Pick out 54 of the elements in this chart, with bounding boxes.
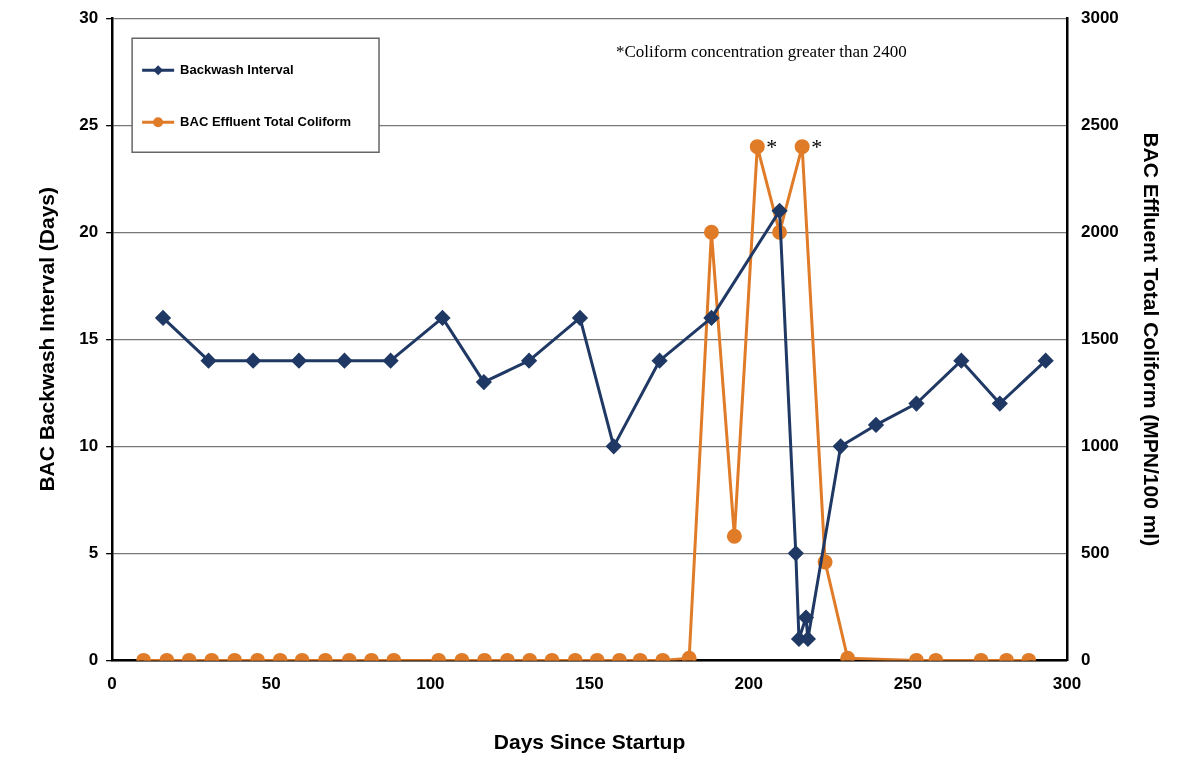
- point: [521, 353, 537, 369]
- x-axis-title: Days Since Startup: [493, 730, 686, 754]
- annotation: *Coliform concentration greater than 2400: [616, 41, 907, 61]
- annotation: *: [766, 134, 778, 160]
- point: [291, 353, 307, 369]
- y2-tick-label: 3000: [1080, 7, 1119, 27]
- point: [908, 396, 924, 412]
- y2-tick-label: 1000: [1080, 436, 1119, 456]
- point: [606, 438, 622, 454]
- y-tick-label: 25: [79, 114, 99, 134]
- y2-tick-label: 1500: [1080, 328, 1119, 348]
- point: [703, 224, 719, 240]
- y2-tick-label: 500: [1080, 543, 1110, 563]
- point: [788, 545, 804, 561]
- legend-label: BAC Effluent Total Coliform: [180, 113, 352, 129]
- point: [992, 396, 1008, 412]
- point: [798, 610, 814, 626]
- y-tick-label: 30: [79, 7, 99, 27]
- x-tick-label: 50: [261, 674, 281, 694]
- annotation: *: [811, 134, 823, 160]
- x-tick-label: 200: [734, 674, 763, 694]
- point: [336, 353, 352, 369]
- y2-tick-label: 2500: [1080, 114, 1119, 134]
- y-tick-label: 10: [79, 436, 99, 456]
- point: [794, 139, 810, 155]
- point: [155, 310, 171, 326]
- point: [476, 374, 492, 390]
- x-tick-label: 0: [107, 674, 117, 694]
- point: [953, 353, 969, 369]
- y-tick-label: 15: [79, 328, 99, 348]
- y-tick-label: 0: [88, 650, 99, 670]
- x-tick-label: 100: [416, 674, 445, 694]
- x-tick-label: 300: [1052, 674, 1082, 694]
- x-tick-label: 250: [893, 674, 923, 694]
- x-tick-label: 150: [575, 674, 604, 694]
- point: [201, 353, 217, 369]
- point: [868, 417, 884, 433]
- legend-label: Backwash Interval: [180, 61, 294, 77]
- point: [572, 310, 588, 326]
- point: [772, 203, 788, 219]
- y2-tick-label: 2000: [1080, 221, 1119, 241]
- y-axis-title: BAC Backwash Interval (Days): [35, 186, 59, 492]
- y-tick-label: 20: [79, 221, 99, 241]
- point: [703, 310, 719, 326]
- point: [1038, 353, 1054, 369]
- point: [749, 139, 765, 155]
- point: [652, 353, 668, 369]
- point: [245, 353, 261, 369]
- y2-tick-label: 0: [1080, 650, 1091, 670]
- y-tick-label: 5: [88, 543, 99, 563]
- point: [833, 438, 849, 454]
- point: [435, 310, 450, 326]
- y2-axis-title: BAC Effluent Total Coliform (MPN/100 ml): [1139, 132, 1163, 547]
- point: [383, 353, 399, 369]
